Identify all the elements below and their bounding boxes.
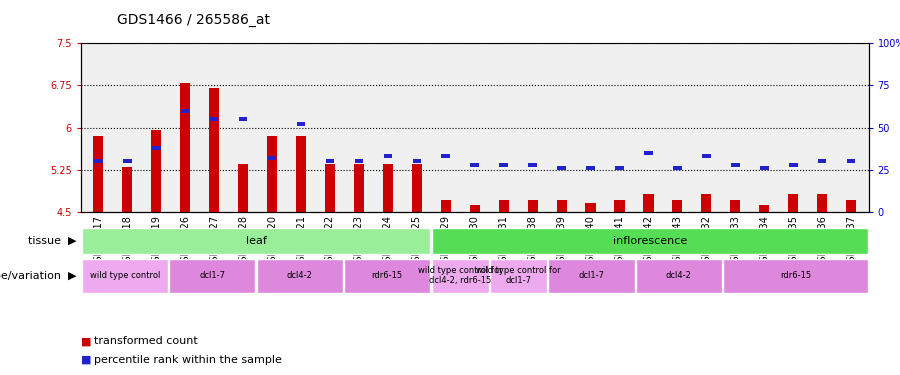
Bar	[471, 163, 479, 166]
Bar	[94, 136, 104, 212]
Bar	[354, 164, 364, 212]
Text: rdr6-15: rdr6-15	[780, 271, 811, 280]
Bar	[442, 154, 450, 158]
Text: genotype/variation  ▶: genotype/variation ▶	[0, 271, 76, 280]
Bar	[151, 130, 161, 212]
Bar	[152, 146, 160, 150]
Bar	[615, 200, 625, 212]
Bar	[82, 259, 168, 292]
Bar	[789, 163, 797, 166]
Text: rdr6-15: rdr6-15	[372, 271, 403, 280]
Bar	[672, 200, 682, 212]
Bar	[94, 159, 103, 163]
Bar	[267, 136, 277, 212]
Text: ■: ■	[81, 336, 92, 346]
Bar	[724, 259, 868, 292]
Text: wild type control for
dcl4-2, rdr6-15: wild type control for dcl4-2, rdr6-15	[418, 266, 502, 285]
Text: dcl1-7: dcl1-7	[579, 271, 605, 280]
Bar	[557, 166, 566, 170]
Bar	[268, 156, 276, 160]
Bar	[490, 259, 547, 292]
Text: percentile rank within the sample: percentile rank within the sample	[94, 355, 283, 365]
Bar	[788, 194, 798, 212]
Bar	[847, 159, 855, 163]
Bar	[344, 259, 430, 292]
Bar	[556, 200, 567, 212]
Bar	[673, 166, 681, 170]
Text: dcl4-2: dcl4-2	[666, 271, 692, 280]
Bar	[122, 167, 132, 212]
Bar	[586, 203, 596, 212]
Bar	[296, 136, 306, 212]
Bar	[256, 259, 343, 292]
Bar	[297, 122, 305, 126]
Text: ■: ■	[81, 355, 92, 365]
Text: tissue  ▶: tissue ▶	[28, 236, 76, 246]
Bar	[818, 159, 826, 163]
Bar	[238, 117, 248, 121]
Bar	[326, 159, 334, 163]
Bar	[616, 166, 624, 170]
Bar	[702, 154, 711, 158]
Bar	[382, 164, 393, 212]
Bar	[432, 259, 489, 292]
Bar	[383, 154, 392, 158]
Bar	[210, 117, 219, 121]
Bar	[238, 164, 248, 212]
Bar	[635, 259, 722, 292]
Bar	[817, 194, 827, 212]
Bar	[441, 200, 451, 212]
Bar	[586, 166, 595, 170]
Bar	[548, 259, 634, 292]
Bar	[730, 200, 741, 212]
Bar	[701, 194, 711, 212]
Text: inflorescence: inflorescence	[613, 236, 687, 246]
Text: leaf: leaf	[246, 236, 266, 246]
Bar	[527, 200, 537, 212]
Bar	[846, 200, 856, 212]
Bar	[82, 228, 430, 254]
Text: transformed count: transformed count	[94, 336, 198, 346]
Bar	[123, 159, 131, 163]
Bar	[500, 163, 508, 166]
Bar	[731, 163, 740, 166]
Text: dcl4-2: dcl4-2	[287, 271, 312, 280]
Text: dcl1-7: dcl1-7	[199, 271, 225, 280]
Bar	[499, 200, 508, 212]
Bar	[470, 205, 480, 212]
Bar	[169, 259, 256, 292]
Bar	[644, 151, 652, 155]
Text: wild type control: wild type control	[90, 271, 160, 280]
Bar	[412, 159, 421, 163]
Bar	[644, 194, 653, 212]
Bar	[180, 82, 190, 212]
Bar	[432, 228, 868, 254]
Bar	[325, 164, 335, 212]
Bar	[760, 166, 769, 170]
Bar	[528, 163, 537, 166]
Bar	[355, 159, 364, 163]
Bar	[412, 164, 422, 212]
Bar	[209, 88, 220, 212]
Bar	[181, 109, 190, 112]
Text: wild type control for
dcl1-7: wild type control for dcl1-7	[476, 266, 561, 285]
Bar	[760, 205, 770, 212]
Text: GDS1466 / 265586_at: GDS1466 / 265586_at	[117, 13, 270, 27]
